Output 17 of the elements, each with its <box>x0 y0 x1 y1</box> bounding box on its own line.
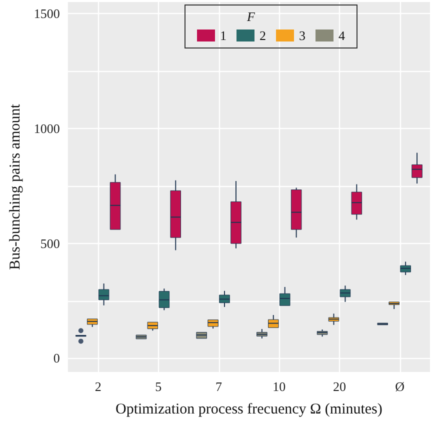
x-tick-label: 2 <box>94 379 102 394</box>
y-tick-label: 500 <box>40 236 60 251</box>
legend-title: F <box>246 9 256 24</box>
legend-label: 3 <box>299 28 306 43</box>
legend-label: 4 <box>338 28 346 43</box>
x-tick-label: 7 <box>216 379 223 394</box>
y-tick-label: 1000 <box>34 120 60 136</box>
y-axis-title: Bus-bunching pairs amount <box>8 103 24 270</box>
x-tick-label: 20 <box>332 379 346 394</box>
y-tick-label: 0 <box>53 350 60 366</box>
x-tick-label: Ø <box>395 379 405 394</box>
legend-label: 2 <box>260 28 266 43</box>
x-axis-title: Optimization process frecuency Ω (minutes) <box>115 402 382 418</box>
y-tick-label: 1500 <box>34 6 60 21</box>
x-tick-label: 5 <box>155 379 162 394</box>
legend-label: 1 <box>220 28 226 43</box>
x-tick-label: 10 <box>272 379 286 394</box>
